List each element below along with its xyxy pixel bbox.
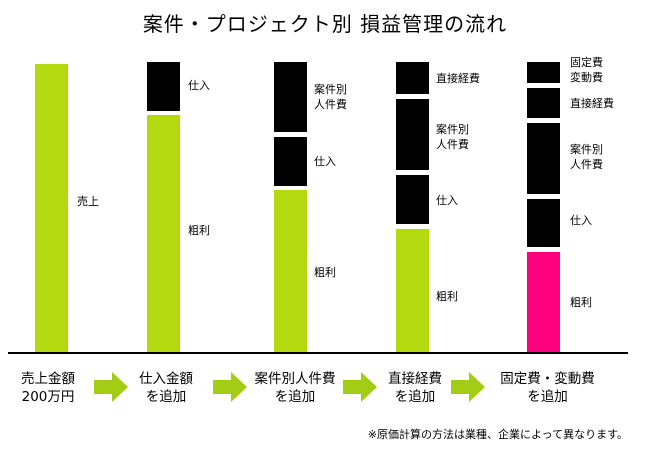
bar-3-gross-profit-segment: [274, 190, 307, 352]
bar-5-purchase-segment: [527, 199, 560, 247]
bar-4-label-gross-profit: 粗利: [436, 290, 458, 303]
bar-4-direct-expense-segment: [396, 62, 429, 94]
bar-4-label-labor-cost: 案件別 人件費: [436, 123, 469, 151]
bar-2-purchase-segment: [147, 62, 180, 111]
baseline: [8, 352, 628, 354]
bar-5-label-final-profit: 粗利: [570, 296, 592, 309]
bar-5-final-profit-segment: [527, 252, 560, 352]
footnote: ※原価計算の方法は業種、企業によって異なります。: [367, 428, 628, 441]
bar-4-label-direct-expense: 直接経費: [436, 72, 480, 85]
bar-2-label-gross-profit: 粗利: [188, 224, 210, 237]
arrow-right-icon: [343, 372, 377, 402]
bar-2-label-purchase: 仕入: [188, 79, 210, 92]
bar-4-gross-profit-segment: [396, 229, 429, 352]
diagram-title: 案件・プロジェクト別 損益管理の流れ: [142, 12, 508, 36]
bar-5-direct-expense-segment: [527, 88, 560, 118]
step-3-add-labor-cost: 案件別人件費 を追加: [254, 371, 336, 405]
step-5-add-fixed-variable-cost: 固定費・変動費 を追加: [500, 371, 595, 405]
bar-3-purchase-segment: [274, 137, 307, 186]
bar-3-labor-cost-segment: [274, 62, 307, 132]
bar-3-label-gross-profit: 粗利: [314, 266, 336, 279]
bar-3-label-labor-cost: 案件別 人件費: [314, 83, 347, 111]
step-2-add-purchase: 仕入金額 を追加: [139, 371, 193, 405]
bar-5-label-labor-cost: 案件別 人件費: [570, 143, 603, 171]
bar-4-labor-cost-segment: [396, 99, 429, 170]
bar-3-label-purchase: 仕入: [314, 155, 336, 168]
bar-4-label-purchase: 仕入: [436, 194, 458, 207]
step-1-sales-amount: 売上金額 200万円: [21, 371, 75, 405]
bar-2-gross-profit-segment: [147, 115, 180, 352]
bar-5-label-purchase: 仕入: [570, 214, 592, 227]
bar-1-sales-segment: [35, 64, 68, 352]
bar-1-label-sales: 売上: [77, 195, 99, 208]
bar-4-purchase-segment: [396, 175, 429, 224]
bar-5-label-fixed-variable-cost: 固定費 変動費: [570, 56, 603, 84]
bar-5-label-direct-expense: 直接経費: [570, 97, 614, 110]
bar-5-fixed-variable-cost-segment: [527, 62, 560, 83]
step-4-add-direct-expense: 直接経費 を追加: [388, 371, 442, 405]
arrow-right-icon: [451, 372, 485, 402]
arrow-right-icon: [213, 372, 247, 402]
bar-5-labor-cost-segment: [527, 123, 560, 194]
arrow-right-icon: [94, 372, 128, 402]
